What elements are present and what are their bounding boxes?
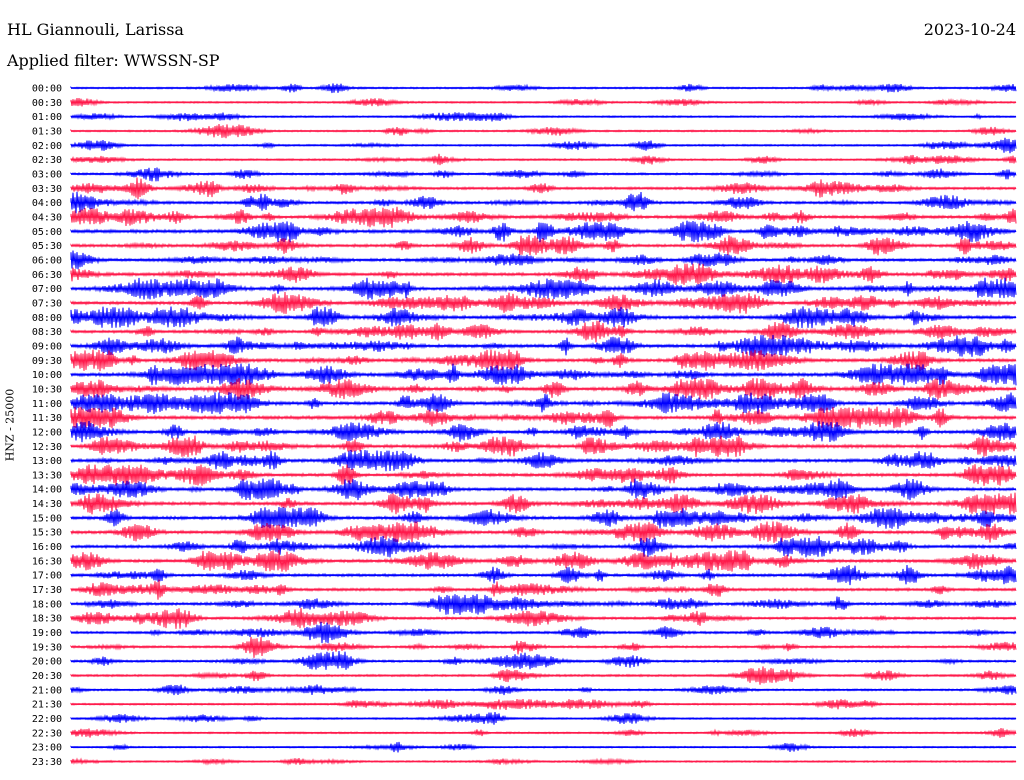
tick-label-0330: 03:30	[32, 184, 62, 195]
tick-label-1830: 18:30	[32, 614, 62, 625]
tick-label-1200: 12:00	[32, 427, 62, 438]
tick-label-0600: 06:00	[32, 255, 62, 266]
tick-label-0530: 05:30	[32, 241, 62, 252]
tick-label-1930: 19:30	[32, 642, 62, 653]
tick-label-2000: 20:00	[32, 657, 62, 668]
tick-label-1700: 17:00	[32, 571, 62, 582]
tick-label-1330: 13:30	[32, 470, 62, 481]
tick-label-1300: 13:00	[32, 456, 62, 467]
tick-label-0230: 02:30	[32, 155, 62, 166]
tick-label-0000: 00:00	[32, 84, 62, 95]
tick-label-1130: 11:30	[32, 413, 62, 424]
tick-label-1500: 15:00	[32, 513, 62, 524]
tick-label-0800: 08:00	[32, 313, 62, 324]
tick-label-0100: 01:00	[32, 112, 62, 123]
trace-1700	[70, 564, 1017, 586]
trace-1030	[70, 377, 1017, 400]
tick-label-0700: 07:00	[32, 284, 62, 295]
tick-label-1900: 19:00	[32, 628, 62, 639]
tick-label-0630: 06:30	[32, 270, 62, 281]
tick-label-0830: 08:30	[32, 327, 62, 338]
tick-label-1800: 18:00	[32, 599, 62, 610]
tick-label-1730: 17:30	[32, 585, 62, 596]
date-label: 2023-10-24	[923, 20, 1016, 39]
tick-label-1030: 10:30	[32, 384, 62, 395]
tick-label-0430: 04:30	[32, 212, 62, 223]
tick-label-2100: 21:00	[32, 685, 62, 696]
tick-label-1400: 14:00	[32, 485, 62, 496]
tick-label-2030: 20:30	[32, 671, 62, 682]
tick-label-2300: 23:00	[32, 743, 62, 754]
tick-label-1100: 11:00	[32, 399, 62, 410]
tick-label-0300: 03:00	[32, 169, 62, 180]
tick-label-0500: 05:00	[32, 227, 62, 238]
tick-label-2200: 22:00	[32, 714, 62, 725]
tick-label-2330: 23:30	[32, 757, 62, 768]
tick-label-0200: 02:00	[32, 141, 62, 152]
tick-label-0400: 04:00	[32, 198, 62, 209]
tick-label-0930: 09:30	[32, 356, 62, 367]
tick-label-1230: 12:30	[32, 442, 62, 453]
tick-label-1430: 14:30	[32, 499, 62, 510]
tick-labels: 00:00 00:30 01:00 01:30 02:00 02:30 03:00 03:30…	[32, 84, 62, 769]
tick-label-2130: 21:30	[32, 700, 62, 711]
tick-label-0030: 00:30	[32, 98, 62, 109]
filter-label: Applied filter: WWSSN-SP	[7, 51, 220, 70]
tick-label-1000: 10:00	[32, 370, 62, 381]
tick-label-1530: 15:30	[32, 528, 62, 539]
tick-label-1630: 16:30	[32, 556, 62, 567]
tick-label-0730: 07:30	[32, 298, 62, 309]
tick-label-0130: 01:30	[32, 126, 62, 137]
tick-label-2230: 22:30	[32, 728, 62, 739]
tick-label-1600: 16:00	[32, 542, 62, 553]
tick-label-0900: 09:00	[32, 341, 62, 352]
traces	[70, 83, 1017, 766]
station-title: HL Giannouli, Larissa	[7, 20, 184, 39]
trace-0800	[70, 306, 1017, 329]
